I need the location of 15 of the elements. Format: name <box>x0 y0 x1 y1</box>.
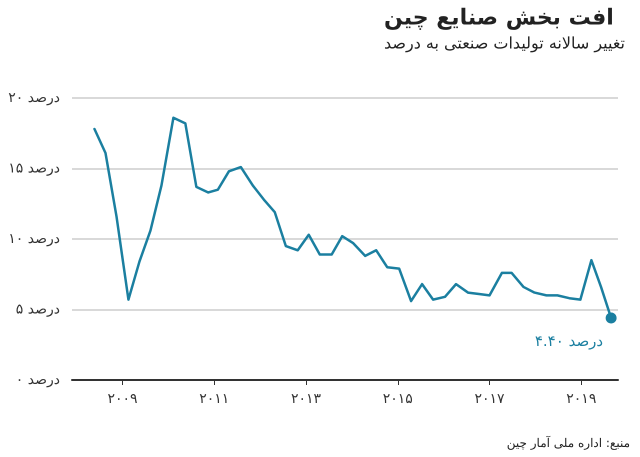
chart-subtitle: تغییر سالانه تولیدات صنعتی به درصد <box>384 34 625 52</box>
x-tick-label: ۲۰۰۹ <box>107 391 138 407</box>
y-tick-label: ۰ درصد <box>16 372 60 388</box>
y-tick-label: ۱۰ درصد <box>8 231 60 247</box>
y-tick-label: ۲۰ درصد <box>8 90 60 106</box>
text: منبع: اداره ملی آمار چین <box>506 435 630 450</box>
x-tick-label: ۲۰۱۵ <box>382 391 413 407</box>
data-label: ۴.۴۰ درصد <box>534 332 604 350</box>
x-tick-label: ۲۰۱۳ <box>290 391 322 407</box>
chart-title: افت بخش صنایع چین <box>384 6 614 30</box>
x-tick-label: ۲۰۱۷ <box>474 391 506 407</box>
x-tick-label: ۲۰۱۹ <box>566 391 596 407</box>
x-tick-label: ۲۰۱۱ <box>199 391 230 407</box>
y-tick-label: ۵ درصد <box>16 302 60 318</box>
y-tick-label: ۱۵ درصد <box>8 160 60 176</box>
